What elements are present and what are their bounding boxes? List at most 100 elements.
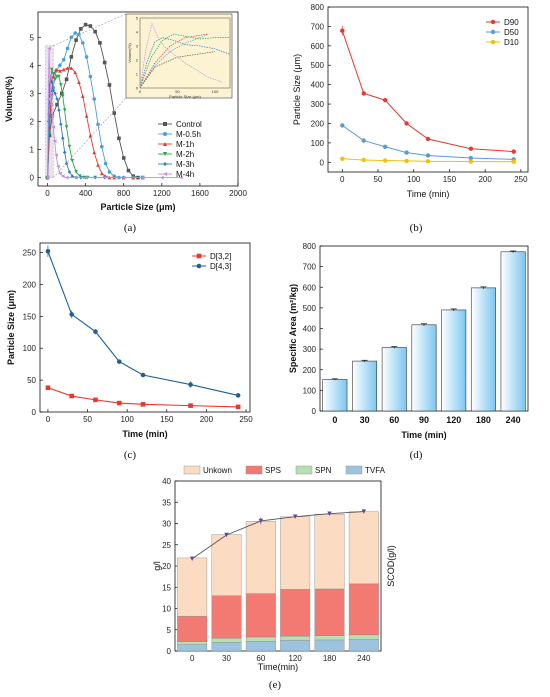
chart-a-point xyxy=(47,46,51,51)
chart-a-point xyxy=(73,70,77,75)
chart-a-legend-marker xyxy=(163,152,167,156)
chart-b-ytick-label: 200 xyxy=(311,119,325,128)
chart-a-point xyxy=(96,163,100,167)
chart-b-point xyxy=(404,150,409,155)
chart-a-point xyxy=(121,175,126,180)
chart-d-bar xyxy=(500,251,526,412)
chart-a-series-line xyxy=(47,67,134,179)
chart-a-ytick-label: 3 xyxy=(30,89,35,98)
chart-b-ytick-label: 100 xyxy=(311,139,325,148)
chart-e-legend-swatch xyxy=(345,465,363,475)
chart-d-ytick-label: 100 xyxy=(303,386,317,395)
chart-b-point xyxy=(511,149,516,154)
chart-e-plot: 0 5 10 15 20 25 30 35 40 0 30 60 120 180 240 Time(min) g… xyxy=(152,465,396,672)
chart-e-xtick-label: 120 xyxy=(288,654,302,663)
chart-a-zoom-connector xyxy=(53,13,127,46)
chart-b-ytick-label: 600 xyxy=(311,42,325,51)
chart-e-ylabel: g/l xyxy=(152,561,162,571)
chart-d-bar xyxy=(352,360,378,412)
chart-a-point xyxy=(60,94,65,98)
chart-d-xtick-label: 120 xyxy=(446,415,461,425)
chart-a-point xyxy=(70,174,75,178)
chart-a-point xyxy=(83,175,88,180)
chart-c-plot: 0 50 100 150 200 250 0 50 100 150 200 250 Time (min)… xyxy=(6,242,253,439)
chart-e-bar-segment xyxy=(245,636,276,642)
chart-a-point xyxy=(77,80,81,84)
chart-b-ytick-label: 0 xyxy=(320,158,325,167)
chart-a-point xyxy=(74,38,78,42)
chart-a-legend-label: M-3h xyxy=(176,160,194,169)
chart-e-ytick-label: 35 xyxy=(162,498,171,507)
chart-b-point xyxy=(425,136,431,142)
chart-b-xtick-label: 50 xyxy=(374,175,383,184)
chart-e-scod-point xyxy=(258,518,264,524)
chart-c-legend-label: D[4,3] xyxy=(210,262,231,271)
chart-c-legend-label: D[3,2] xyxy=(210,252,231,261)
chart-a-inset-series xyxy=(139,22,223,89)
chart-b-point xyxy=(425,153,431,158)
chart-a-point xyxy=(50,114,55,118)
chart-a-inset-ytick: 1 xyxy=(136,72,139,77)
chart-c-point xyxy=(116,400,122,406)
chart-d-caption: (d) xyxy=(410,449,423,461)
chart-a-point xyxy=(126,168,131,173)
chart-c-point xyxy=(93,329,98,334)
chart-e-bar-segment xyxy=(348,634,379,640)
chart-a-legend-marker xyxy=(163,172,167,176)
chart-a-ytick-label: 2 xyxy=(30,117,35,126)
chart-a-point xyxy=(67,144,72,149)
chart-a-point xyxy=(100,144,104,149)
chart-a-point xyxy=(121,156,126,160)
chart-a-point xyxy=(58,171,62,176)
chart-e-xtick-label: 0 xyxy=(190,654,195,663)
chart-a-zoom-connector xyxy=(53,97,127,178)
chart-e-bar-segment xyxy=(245,521,276,594)
chart-e-ytick-label: 0 xyxy=(167,647,172,656)
chart-a-inset-series xyxy=(139,33,230,89)
chart-d-ytick-label: 300 xyxy=(303,345,317,354)
chart-a-legend-label: M-0.5h xyxy=(176,130,201,139)
chart-a-point xyxy=(78,174,82,178)
chart-a-point xyxy=(49,102,54,107)
chart-a-point xyxy=(58,69,62,73)
chart-a-point xyxy=(55,102,59,107)
chart-a-point xyxy=(54,153,58,157)
chart-b-legend-label: D50 xyxy=(504,28,519,37)
chart-e-bar-segment xyxy=(314,635,345,641)
chart-b-point xyxy=(382,97,388,103)
chart-a-point xyxy=(62,108,67,113)
chart-a-inset-xtick: 0 xyxy=(139,89,142,94)
chart-c-ytick-label: 250 xyxy=(23,249,37,258)
chart-e-scod-point xyxy=(224,532,229,538)
chart-e-ytick-label: 5 xyxy=(167,626,172,635)
chart-e-ytick-label: 15 xyxy=(162,583,171,592)
chart-e-bar-segment xyxy=(245,641,276,652)
chart-a-inset-frame xyxy=(125,13,233,99)
chart-b-legend-marker xyxy=(490,39,496,45)
chart-b-ylabel: Particle Size (μm) xyxy=(292,54,302,125)
chart-e-scod-point xyxy=(189,556,195,561)
chart-e-scod-point xyxy=(292,514,298,519)
chart-c-caption: (c) xyxy=(124,449,137,461)
chart-b-caption: (b) xyxy=(410,222,423,234)
chart-a-point xyxy=(60,136,65,141)
chart-a-point xyxy=(64,77,69,82)
chart-c-ytick-label: 100 xyxy=(23,344,37,353)
chart-a-point xyxy=(74,175,78,180)
chart-a-point xyxy=(92,97,96,101)
chart-e-bar-segment xyxy=(280,640,311,652)
chart-a-point xyxy=(107,170,112,174)
chart-a-inset-xlabel: Particle Size (μm) xyxy=(169,94,201,99)
chart-b-point xyxy=(404,158,409,164)
chart-d-ylabel: Specific Area (m²/kg) xyxy=(288,284,298,373)
chart-a-legend-marker xyxy=(163,132,167,136)
chart-b-ytick-label: 500 xyxy=(311,61,325,70)
chart-e-bar-segment xyxy=(280,589,311,637)
chart-a-xtick-label: 0 xyxy=(45,189,50,198)
chart-a-point xyxy=(100,171,104,176)
chart-a-point xyxy=(56,164,60,169)
chart-b-xtick-label: 100 xyxy=(407,175,421,184)
chart-e-xlabel: Time(min) xyxy=(258,662,298,672)
chart-d-xtick-label: 60 xyxy=(389,415,399,425)
chart-e-legend-swatch xyxy=(295,465,313,475)
